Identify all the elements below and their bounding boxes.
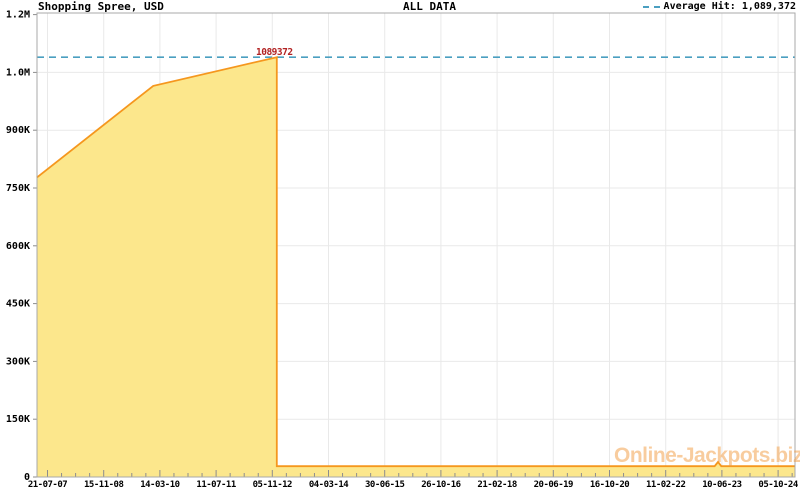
legend-average-hit-label: Average Hit: 1,089,372 (663, 1, 796, 12)
y-tick-label: 750K (6, 183, 30, 194)
x-tick-label: 11-02-22 (646, 480, 685, 490)
x-tick-label: 21-07-07 (28, 480, 67, 490)
x-tick-label: 21-02-18 (477, 480, 516, 490)
dashed-line-icon (642, 5, 660, 8)
x-tick-label: 30-06-15 (365, 480, 404, 490)
x-tick-label: 11-07-11 (196, 480, 235, 490)
x-tick-label: 15-11-08 (84, 480, 123, 490)
chart-title: Shopping Spree, USD (38, 0, 164, 13)
x-tick-label: 10-06-23 (702, 480, 741, 490)
watermark: Online-Jackpots.biz (614, 444, 800, 467)
y-tick-label: 150K (6, 414, 30, 425)
chart-subtitle: ALL DATA (403, 0, 456, 13)
x-tick-label: 16-10-20 (590, 480, 629, 490)
legend: Average Hit: 1,089,372 (642, 0, 796, 13)
y-tick-label: 1.0M (6, 67, 30, 78)
y-tick-label: 1.2M (6, 10, 30, 21)
x-tick-label: 20-06-19 (534, 480, 573, 490)
y-tick-label: 300K (6, 356, 30, 367)
hit-value-label: 1089372 (256, 47, 293, 58)
x-tick-label: 14-03-10 (140, 480, 179, 490)
x-tick-label: 05-11-12 (253, 480, 292, 490)
x-tick-label: 26-10-16 (421, 480, 460, 490)
x-tick-label: 05-10-24 (758, 480, 798, 490)
x-tick-label: 04-03-14 (309, 480, 349, 490)
y-tick-label: 450K (6, 299, 30, 310)
plot-border (36, 12, 796, 478)
y-tick-label: 600K (6, 241, 30, 252)
y-tick-label: 900K (6, 125, 30, 136)
jackpot-line (36, 56, 795, 468)
y-tick-label: 0 (24, 472, 30, 483)
jackpot-area (36, 57, 796, 477)
